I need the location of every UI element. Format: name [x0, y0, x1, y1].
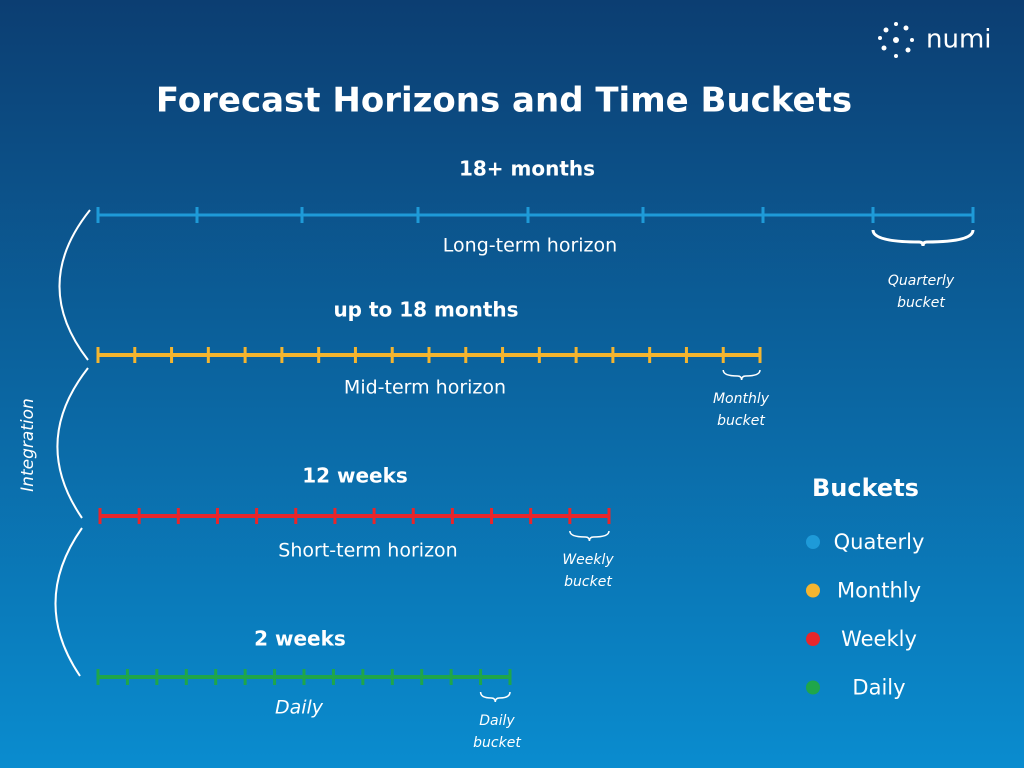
bucket-label: Quarterly [888, 273, 955, 289]
bucket-label: bucket [473, 735, 521, 751]
logo-icon [878, 22, 914, 58]
bucket-label: Monthly [713, 391, 770, 407]
legend-dot [806, 680, 820, 695]
horizon-name: Long-term horizon [443, 235, 617, 257]
legend-label: Weekly [841, 627, 917, 651]
bucket-label: bucket [717, 413, 765, 429]
bucket-label: Daily [479, 713, 515, 729]
bucket-brace [722, 369, 761, 381]
duration-label: 2 weeks [254, 627, 346, 651]
duration-label: 12 weeks [302, 464, 408, 488]
logo-text: numi [926, 25, 992, 55]
duration-label: up to 18 months [333, 298, 518, 322]
title: Forecast Horizons and Time Buckets [156, 81, 852, 121]
horizon-name: Mid-term horizon [344, 377, 506, 399]
legend-title: Buckets [812, 474, 919, 502]
legend-dot [806, 583, 820, 598]
side-label: Integration [18, 398, 38, 492]
bucket-brace [871, 229, 975, 247]
legend-label: Monthly [837, 579, 921, 603]
bucket-label: bucket [564, 574, 612, 590]
legend-label: Daily [852, 676, 905, 700]
bucket-brace [569, 530, 610, 542]
duration-label: 18+ months [459, 157, 595, 181]
integration-arcs [54, 209, 91, 677]
bucket-label: Weekly [562, 552, 614, 568]
bucket-brace [479, 691, 511, 703]
horizon-name: Short-term horizon [278, 540, 457, 562]
horizon-name: Daily [275, 697, 324, 719]
legend-dot [806, 535, 820, 549]
bucket-label: bucket [897, 295, 945, 311]
legend-label: Quaterly [834, 530, 925, 554]
legend-dot [806, 632, 820, 646]
